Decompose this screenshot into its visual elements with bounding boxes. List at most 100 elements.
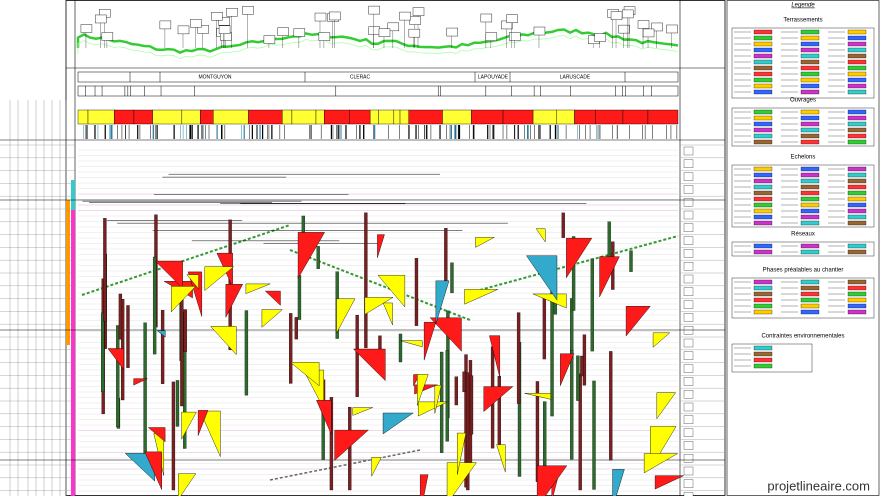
legend-swatch <box>753 89 773 95</box>
structure-triangle <box>107 348 125 371</box>
structure-triangle <box>566 237 593 279</box>
legend-swatch <box>753 35 773 41</box>
work-bar <box>445 350 449 442</box>
work-bar <box>576 355 580 401</box>
section-band <box>77 85 679 97</box>
callout-box <box>409 16 421 25</box>
month-cell <box>683 198 694 207</box>
work-bar <box>118 293 123 340</box>
callout-box <box>101 32 114 41</box>
legend-swatch <box>753 127 773 133</box>
legend-swatch <box>847 121 867 127</box>
legend-swatch <box>800 172 820 178</box>
callout-box <box>368 26 380 35</box>
legend-swatch <box>800 178 820 184</box>
legend-swatch <box>847 71 867 77</box>
structure-triangle <box>199 410 221 457</box>
legend-swatch <box>847 41 867 47</box>
legend-swatch <box>800 77 820 83</box>
legend-swatch <box>800 53 820 59</box>
structure-triangle <box>297 232 325 280</box>
legend-swatch <box>847 196 867 202</box>
month-cell <box>683 274 694 284</box>
legend-swatch <box>753 214 773 220</box>
structure-triangle <box>154 260 183 289</box>
month-cell <box>683 287 694 296</box>
legend-swatch <box>753 172 773 178</box>
structure-triangle <box>435 280 450 324</box>
legend-swatch <box>847 127 867 133</box>
callout-box <box>399 11 411 21</box>
work-bar <box>244 310 249 396</box>
work-bar <box>550 287 554 417</box>
legend-swatch <box>847 243 867 249</box>
structure-triangle <box>489 335 501 378</box>
legend-swatch <box>753 77 773 83</box>
work-bar <box>450 262 454 294</box>
callout-box <box>314 12 327 22</box>
work-bar <box>590 258 594 352</box>
month-cell <box>683 415 694 424</box>
structure-triangle <box>133 378 148 386</box>
work-segment <box>556 109 575 125</box>
month-cell <box>683 146 694 156</box>
work-bar <box>180 290 184 407</box>
structure-triangle <box>496 444 506 473</box>
work-bar <box>329 397 334 491</box>
callout-box <box>533 26 546 36</box>
work-bar <box>294 317 299 340</box>
legend-swatch <box>753 345 773 351</box>
work-segment <box>574 109 596 125</box>
legend-swatch <box>847 214 867 220</box>
legend-swatch <box>847 172 867 178</box>
structure-triangle <box>418 401 448 417</box>
structure-triangle <box>178 473 197 496</box>
month-cell <box>683 185 694 194</box>
month-cell <box>683 479 694 488</box>
month-cell <box>683 428 694 437</box>
work-segment <box>349 109 371 125</box>
work-segment <box>291 109 317 125</box>
structure-triangle <box>382 412 414 435</box>
work-segment <box>442 109 472 125</box>
legend-swatch <box>847 59 867 65</box>
structure-triangle <box>475 237 495 248</box>
callout-box <box>446 27 458 37</box>
work-segment <box>213 109 249 125</box>
structure-triangle <box>352 348 386 382</box>
legend-swatch <box>753 208 773 214</box>
callout-box <box>506 14 518 23</box>
work-bar <box>355 314 359 397</box>
legend-swatch <box>753 357 773 363</box>
legend-swatch <box>753 303 773 309</box>
structure-triangle <box>535 228 546 243</box>
work-segment <box>532 109 557 125</box>
work-bar <box>348 406 352 491</box>
work-bar <box>316 246 320 269</box>
legend-swatch <box>753 202 773 208</box>
work-bar <box>414 258 419 326</box>
work-bar <box>398 333 403 363</box>
structure-triangle <box>526 255 558 301</box>
work-bar <box>444 228 448 284</box>
legend-swatch <box>800 196 820 202</box>
legend-swatch <box>753 139 773 145</box>
work-bar <box>103 218 107 322</box>
legend-swatch <box>753 166 773 172</box>
legend-swatch <box>753 71 773 77</box>
legend-swatch <box>800 59 820 65</box>
legend-swatch <box>800 208 820 214</box>
month-cell <box>683 300 694 309</box>
work-segment <box>315 109 325 125</box>
structure-triangle <box>371 457 382 477</box>
work-bar <box>160 310 165 384</box>
legend-section-title: Contraintes environnementales <box>761 334 844 340</box>
callout-box <box>318 32 331 41</box>
callout-box <box>610 11 623 20</box>
structure-triangle <box>197 410 209 436</box>
structure-triangle <box>599 256 620 298</box>
town-label: CLERAC <box>350 74 371 80</box>
earthwork-line <box>269 449 421 481</box>
legend-swatch <box>753 109 773 115</box>
